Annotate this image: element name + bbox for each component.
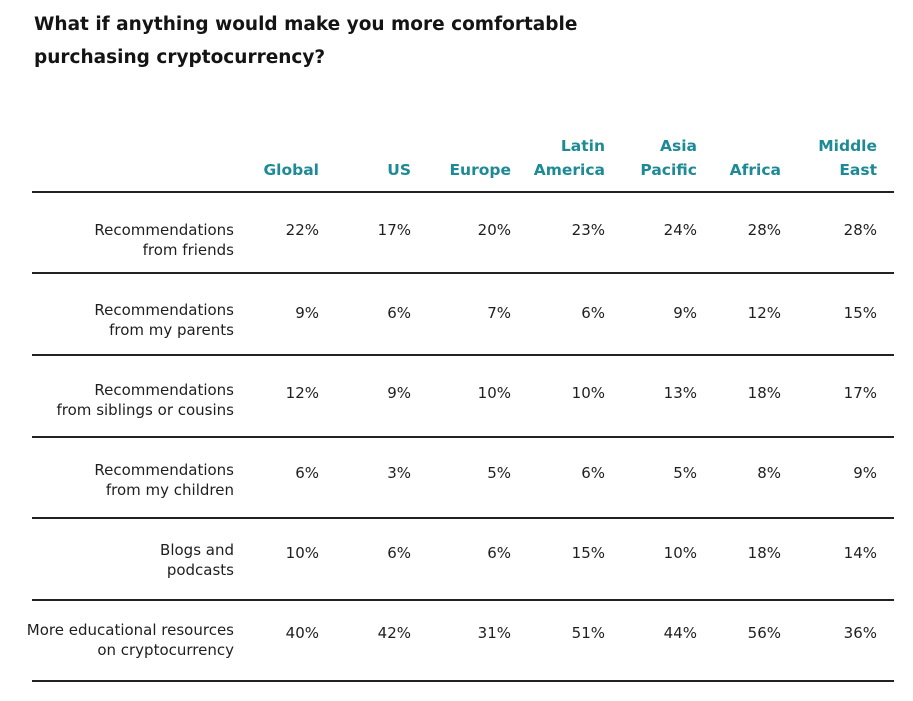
table-rule xyxy=(32,354,894,356)
column-header-line: Asia xyxy=(660,137,697,155)
column-header: Middle East xyxy=(818,134,877,182)
table-rule xyxy=(32,436,894,438)
table-cell: 6% xyxy=(487,544,511,562)
table-rule xyxy=(32,599,894,601)
table-cell: 31% xyxy=(477,624,511,642)
table-rule xyxy=(32,680,894,682)
table-cell: 10% xyxy=(285,544,319,562)
chart-title: What if anything would make you more com… xyxy=(34,8,594,74)
table-cell: 9% xyxy=(853,464,877,482)
table-cell: 6% xyxy=(387,304,411,322)
column-header-line: Middle xyxy=(818,137,877,155)
table-cell: 18% xyxy=(747,384,781,402)
column-header-line: East xyxy=(839,161,877,179)
table-cell: 28% xyxy=(747,221,781,239)
column-header: Latin America xyxy=(534,134,605,182)
chart-title-line-2: purchasing cryptocurrency? xyxy=(34,47,326,68)
table-cell: 15% xyxy=(843,304,877,322)
table-cell: 5% xyxy=(487,464,511,482)
chart-title-line-1: What if anything would make you more com… xyxy=(34,14,578,35)
table-rule xyxy=(32,272,894,274)
row-label-line: podcasts xyxy=(166,561,234,579)
column-header-line: Global xyxy=(263,161,319,179)
column-header: US xyxy=(387,158,411,182)
table-cell: 12% xyxy=(747,304,781,322)
table-cell: 42% xyxy=(377,624,411,642)
row-label-line: from my parents xyxy=(109,321,234,339)
table-cell: 56% xyxy=(747,624,781,642)
table-cell: 9% xyxy=(295,304,319,322)
column-header: Africa xyxy=(730,158,781,182)
table-cell: 10% xyxy=(477,384,511,402)
table-cell: 10% xyxy=(571,384,605,402)
column-header-line: US xyxy=(387,161,411,179)
row-label-line: Recommendations xyxy=(94,221,234,239)
column-header-line: America xyxy=(533,161,605,179)
row-label: Recommendations from friends xyxy=(94,220,234,260)
row-label: Blogs and podcasts xyxy=(160,540,234,580)
row-label: Recommendations from siblings or cousins xyxy=(57,380,234,420)
column-header-line: Africa xyxy=(729,161,781,179)
row-label-line: More educational resources xyxy=(26,621,234,639)
table-cell: 22% xyxy=(285,221,319,239)
column-header: Europe xyxy=(449,158,511,182)
table-cell: 18% xyxy=(747,544,781,562)
table-cell: 3% xyxy=(387,464,411,482)
column-header-line: Pacific xyxy=(640,161,697,179)
table-cell: 17% xyxy=(377,221,411,239)
table-cell: 6% xyxy=(295,464,319,482)
row-label: Recommendations from my parents xyxy=(94,300,234,340)
table-cell: 23% xyxy=(571,221,605,239)
row-label: Recommendations from my children xyxy=(94,460,234,500)
table-cell: 5% xyxy=(673,464,697,482)
table-cell: 10% xyxy=(663,544,697,562)
row-label-line: from my children xyxy=(105,481,234,499)
table-cell: 14% xyxy=(843,544,877,562)
table-cell: 9% xyxy=(387,384,411,402)
table-cell: 51% xyxy=(571,624,605,642)
table-cell: 28% xyxy=(843,221,877,239)
table-cell: 8% xyxy=(757,464,781,482)
table-cell: 15% xyxy=(571,544,605,562)
column-header: Asia Pacific xyxy=(640,134,697,182)
row-label-line: on cryptocurrency xyxy=(97,641,234,659)
table-cell: 13% xyxy=(663,384,697,402)
table-cell: 20% xyxy=(477,221,511,239)
row-label-line: Blogs and xyxy=(160,541,234,559)
row-label-line: Recommendations xyxy=(94,301,234,319)
table-rule xyxy=(32,191,894,193)
row-label-line: Recommendations xyxy=(94,381,234,399)
table-cell: 24% xyxy=(663,221,697,239)
table-cell: 44% xyxy=(663,624,697,642)
table-cell: 6% xyxy=(581,304,605,322)
column-header: Global xyxy=(263,158,319,182)
table-cell: 9% xyxy=(673,304,697,322)
table-cell: 7% xyxy=(487,304,511,322)
table-rule xyxy=(32,517,894,519)
column-header-line: Europe xyxy=(449,161,511,179)
row-label-line: Recommendations xyxy=(94,461,234,479)
table-cell: 36% xyxy=(843,624,877,642)
table-cell: 40% xyxy=(285,624,319,642)
row-label: More educational resources on cryptocurre… xyxy=(27,620,234,660)
row-label-line: from friends xyxy=(142,241,234,259)
column-header-line: Latin xyxy=(560,137,605,155)
table-cell: 6% xyxy=(387,544,411,562)
table-cell: 12% xyxy=(285,384,319,402)
table-cell: 6% xyxy=(581,464,605,482)
row-label-line: from siblings or cousins xyxy=(56,401,234,419)
table-cell: 17% xyxy=(843,384,877,402)
